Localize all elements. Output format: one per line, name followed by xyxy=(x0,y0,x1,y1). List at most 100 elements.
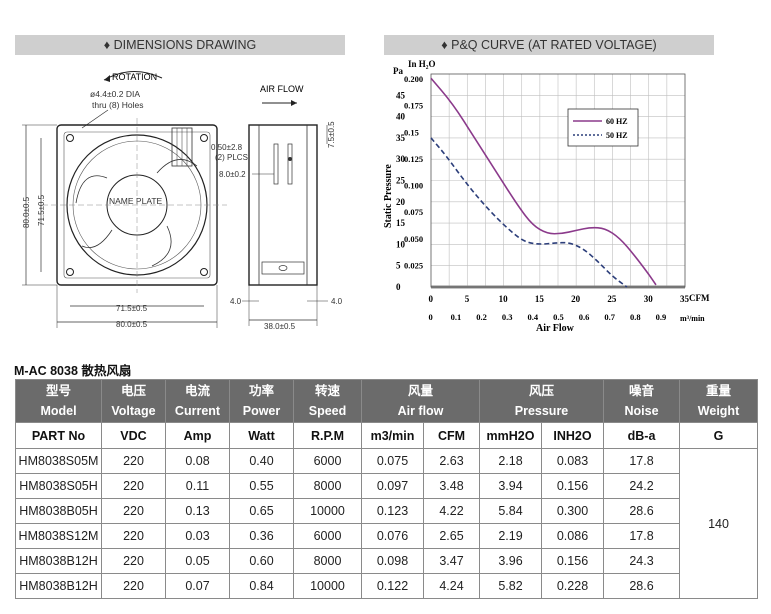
y-tick-pa: 0 xyxy=(396,282,401,292)
dimensions-drawing: ROTATION ø4.4±0.2 DIA thru (8) Holes NAM… xyxy=(12,58,352,343)
table-cell: 0.08 xyxy=(166,449,230,474)
table-cell: HM8038S05H xyxy=(16,474,102,499)
y-tick-pa: 45 xyxy=(396,90,406,100)
head-voltage: 电压 Voltage xyxy=(102,380,166,423)
table-cell: 28.6 xyxy=(604,574,680,599)
x-tick-m3: 0.7 xyxy=(604,312,615,322)
table-cell: 10000 xyxy=(294,499,362,524)
name-plate-label: NAME PLATE xyxy=(109,196,163,206)
table-cell: 3.47 xyxy=(424,549,480,574)
rotation-label: ROTATION xyxy=(112,72,157,82)
table-row: HM8038B12H 220 0.07 0.84 10000 0.122 4.24 5.82 0… xyxy=(16,574,758,599)
unit-amp: Amp xyxy=(166,423,230,449)
unit-inh2o: INH2O xyxy=(542,423,604,449)
y-unit-inh2o: In H₂O xyxy=(408,59,435,69)
dim-715-vertical: 71.5±0.5 xyxy=(37,194,46,226)
unit-rpm: R.P.M xyxy=(294,423,362,449)
table-cell: 2.19 xyxy=(480,524,542,549)
table-cell: 0.122 xyxy=(362,574,424,599)
table-cell: HM8038B12H xyxy=(16,574,102,599)
head-current: 电流 Current xyxy=(166,380,230,423)
dim-8-label: 8.0±0.2 xyxy=(219,170,246,179)
unit-dba: dB-a xyxy=(604,423,680,449)
weight-cell: 140 xyxy=(680,449,758,599)
spec-table: 型号 Model 电压 Voltage 电流 Current 功率 Power 转速 Sp… xyxy=(15,379,758,599)
table-cell: 17.8 xyxy=(604,524,680,549)
dim-80-vertical: 80.0±0.5 xyxy=(22,196,31,228)
table-cell: 2.18 xyxy=(480,449,542,474)
table-cell: 3.48 xyxy=(424,474,480,499)
table-cell: 6000 xyxy=(294,524,362,549)
x-tick-cfm: 20 xyxy=(571,294,581,304)
x-tick-m3: 0.5 xyxy=(553,312,564,322)
table-cell: 0.097 xyxy=(362,474,424,499)
x-tick-m3: 0 xyxy=(429,312,433,322)
x-tick-m3: 0.6 xyxy=(579,312,590,322)
head-airflow: 风量 Air flow xyxy=(362,380,480,423)
legend-60hz: 60 HZ xyxy=(606,117,628,126)
unit-watt: Watt xyxy=(230,423,294,449)
table-cell: 2.65 xyxy=(424,524,480,549)
x-tick-m3: 0.3 xyxy=(502,312,513,322)
table-cell: 0.098 xyxy=(362,549,424,574)
table-cell: 0.156 xyxy=(542,549,604,574)
head-weight: 重量 Weight xyxy=(680,380,758,423)
table-cell: 0.05 xyxy=(166,549,230,574)
table-cell: 5.84 xyxy=(480,499,542,524)
terminal-label: 0.50±2.8 xyxy=(211,143,243,152)
x-tick-cfm: 0 xyxy=(429,294,434,304)
series-50hz-line xyxy=(431,138,627,287)
table-cell: 8000 xyxy=(294,474,362,499)
table-row: HM8038B05H 220 0.13 0.65 10000 0.123 4.22 5.84 0… xyxy=(16,499,758,524)
table-cell: 0.13 xyxy=(166,499,230,524)
y-tick-pa: 15 xyxy=(396,218,406,228)
table-cell: 0.60 xyxy=(230,549,294,574)
y-tick-inh2o: 0.025 xyxy=(404,260,423,270)
unit-part-no: PART No xyxy=(16,423,102,449)
table-cell: 0.55 xyxy=(230,474,294,499)
table-cell: 28.6 xyxy=(604,499,680,524)
table-row: HM8038S05H 220 0.11 0.55 8000 0.097 3.48 3.94 0.… xyxy=(16,474,758,499)
y-tick-inh2o: 0.175 xyxy=(404,101,423,111)
table-cell: 5.82 xyxy=(480,574,542,599)
y-unit-pa: Pa xyxy=(393,66,403,76)
x-tick-cfm: 15 xyxy=(535,294,545,304)
dim-75-label: 7.5±0.5 xyxy=(327,121,336,148)
table-row: HM8038S05M 220 0.08 0.40 6000 0.075 2.63 2.18 0.… xyxy=(16,449,758,474)
y-tick-inh2o: 0.125 xyxy=(404,154,423,164)
table-cell: 0.086 xyxy=(542,524,604,549)
head-speed: 转速 Speed xyxy=(294,380,362,423)
dim-38-label: 38.0±0.5 xyxy=(264,322,296,331)
dim-4b-label: 4.0 xyxy=(331,297,343,306)
unit-g: G xyxy=(680,423,758,449)
table-cell: 0.300 xyxy=(542,499,604,524)
head-noise: 噪音 Noise xyxy=(604,380,680,423)
table-cell: 24.3 xyxy=(604,549,680,574)
table-header-row-2: PART No VDC Amp Watt R.P.M m3/min CFM mm… xyxy=(16,423,758,449)
table-cell: 0.07 xyxy=(166,574,230,599)
table-cell: 8000 xyxy=(294,549,362,574)
y-tick-inh2o: 0.100 xyxy=(404,181,423,191)
y-axis-label: Static Pressure xyxy=(383,164,394,228)
head-pressure: 风压 Pressure xyxy=(480,380,604,423)
table-cell: 0.65 xyxy=(230,499,294,524)
model-title: M-AC 8038 散热风扇 xyxy=(14,360,131,379)
table-cell: HM8038B12H xyxy=(16,549,102,574)
x-tick-m3: 0.8 xyxy=(630,312,641,322)
unit-m3min: m3/min xyxy=(362,423,424,449)
chart-legend: 60 HZ 50 HZ xyxy=(568,109,638,146)
table-cell: 0.36 xyxy=(230,524,294,549)
x-unit-cfm: CFM xyxy=(689,293,710,303)
table-cell: 0.076 xyxy=(362,524,424,549)
dim-80-horizontal: 80.0±0.5 xyxy=(116,320,148,329)
table-cell: 2.63 xyxy=(424,449,480,474)
x-tick-cfm: 5 xyxy=(465,294,470,304)
y-tick-pa: 20 xyxy=(396,197,406,207)
head-model: 型号 Model xyxy=(16,380,102,423)
table-cell: 0.03 xyxy=(166,524,230,549)
x-axis-label: Air Flow xyxy=(536,323,575,334)
dim-4a-label: 4.0 xyxy=(230,297,242,306)
table-cell: 0.11 xyxy=(166,474,230,499)
table-cell: 0.075 xyxy=(362,449,424,474)
table-row: HM8038B12H 220 0.05 0.60 8000 0.098 3.47 3.96 0.… xyxy=(16,549,758,574)
